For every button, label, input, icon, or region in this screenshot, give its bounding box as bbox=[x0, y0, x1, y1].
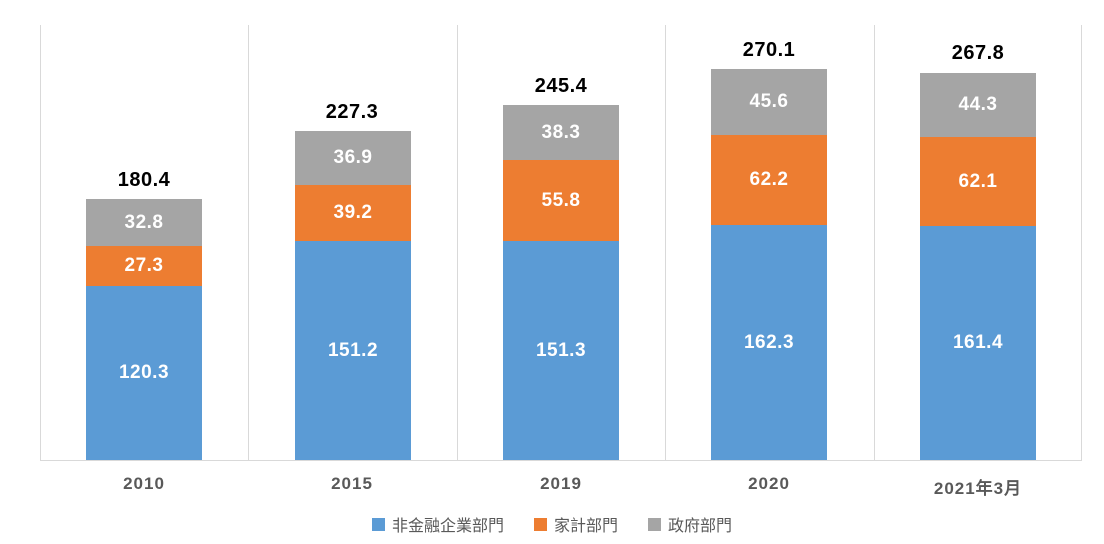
segment-value-label: 151.3 bbox=[535, 339, 587, 361]
legend-swatch-icon bbox=[648, 517, 661, 531]
legend-swatch-icon bbox=[533, 517, 547, 531]
bar-segment: 120.3 bbox=[86, 285, 202, 460]
x-axis-labels: 2010 2015 2019 2020 2021年3月 bbox=[40, 474, 1082, 500]
total-value-label: 180.4 bbox=[117, 169, 171, 191]
category-gridline bbox=[457, 25, 458, 461]
segment-value-label: 32.8 bbox=[124, 211, 164, 233]
bar-segment: 27.3 bbox=[86, 246, 202, 286]
segment-value-label: 62.1 bbox=[958, 170, 998, 192]
segment-value-label: 27.3 bbox=[124, 255, 164, 277]
x-axis-category-label: 2015 bbox=[331, 474, 373, 493]
total-value-label: 267.8 bbox=[951, 42, 1005, 64]
x-axis-category-label: 2019 bbox=[540, 474, 582, 493]
segment-value-label: 120.3 bbox=[118, 361, 170, 383]
total-value-label: 227.3 bbox=[325, 101, 379, 123]
segment-value-label: 45.6 bbox=[749, 91, 789, 113]
bar-segment: 62.2 bbox=[711, 135, 827, 226]
bar-segment: 161.4 bbox=[920, 226, 1036, 460]
plot-area: 120.3 27.3 32.8 180.4 151.2 39.2 36.9 227.3 151.… bbox=[40, 25, 1082, 461]
bar-segment: 36.9 bbox=[295, 131, 411, 185]
legend-label: 政府部門 bbox=[668, 518, 733, 535]
total-value-label: 270.1 bbox=[742, 39, 796, 61]
legend-label: 家計部門 bbox=[553, 518, 618, 535]
stacked-bar: 151.2 39.2 36.9 bbox=[295, 131, 411, 460]
legend-label: 非金融企業部門 bbox=[391, 518, 504, 535]
bar-segment: 44.3 bbox=[920, 72, 1036, 137]
bar-segment: 151.3 bbox=[503, 241, 619, 460]
total-value-label: 245.4 bbox=[534, 75, 588, 97]
legend-item: 家計部門 bbox=[533, 512, 618, 536]
segment-value-label: 62.2 bbox=[749, 169, 789, 191]
category-gridline bbox=[40, 25, 41, 461]
bar-segment: 62.1 bbox=[920, 136, 1036, 227]
segment-value-label: 36.9 bbox=[333, 146, 373, 168]
stacked-bar: 151.3 55.8 38.3 bbox=[503, 104, 619, 460]
x-axis-category-label: 2020 bbox=[748, 474, 790, 493]
segment-value-label: 44.3 bbox=[958, 93, 998, 115]
category-gridline bbox=[665, 25, 666, 461]
stacked-bar: 120.3 27.3 32.8 bbox=[86, 198, 202, 460]
category-gridline bbox=[1081, 25, 1082, 461]
segment-value-label: 38.3 bbox=[541, 121, 581, 143]
legend-item: 非金融企業部門 bbox=[371, 512, 504, 536]
legend-item: 政府部門 bbox=[648, 512, 732, 536]
bar-segment: 39.2 bbox=[295, 184, 411, 242]
legend: 非金融企業部門 家計部門 政府部門 bbox=[0, 512, 1104, 536]
x-axis-category-label: 2010 bbox=[123, 474, 165, 493]
bar-segment: 55.8 bbox=[503, 160, 619, 242]
bar-segment: 45.6 bbox=[711, 69, 827, 136]
segment-value-label: 151.2 bbox=[327, 339, 379, 361]
segment-value-label: 162.3 bbox=[743, 331, 795, 353]
category-gridline bbox=[874, 25, 875, 461]
bar-segment: 32.8 bbox=[86, 198, 202, 247]
legend-swatch-icon bbox=[371, 517, 385, 531]
x-axis-category-label: 2021年3月 bbox=[933, 479, 1023, 498]
category-gridline bbox=[248, 25, 249, 461]
stacked-bar: 162.3 62.2 45.6 bbox=[711, 69, 827, 460]
segment-value-label: 161.4 bbox=[952, 332, 1004, 354]
bar-segment: 151.2 bbox=[295, 241, 411, 460]
bar-segment: 38.3 bbox=[503, 104, 619, 161]
stacked-bar: 161.4 62.1 44.3 bbox=[920, 72, 1036, 460]
segment-value-label: 55.8 bbox=[541, 189, 581, 211]
bar-segment: 162.3 bbox=[711, 225, 827, 460]
segment-value-label: 39.2 bbox=[333, 201, 373, 223]
